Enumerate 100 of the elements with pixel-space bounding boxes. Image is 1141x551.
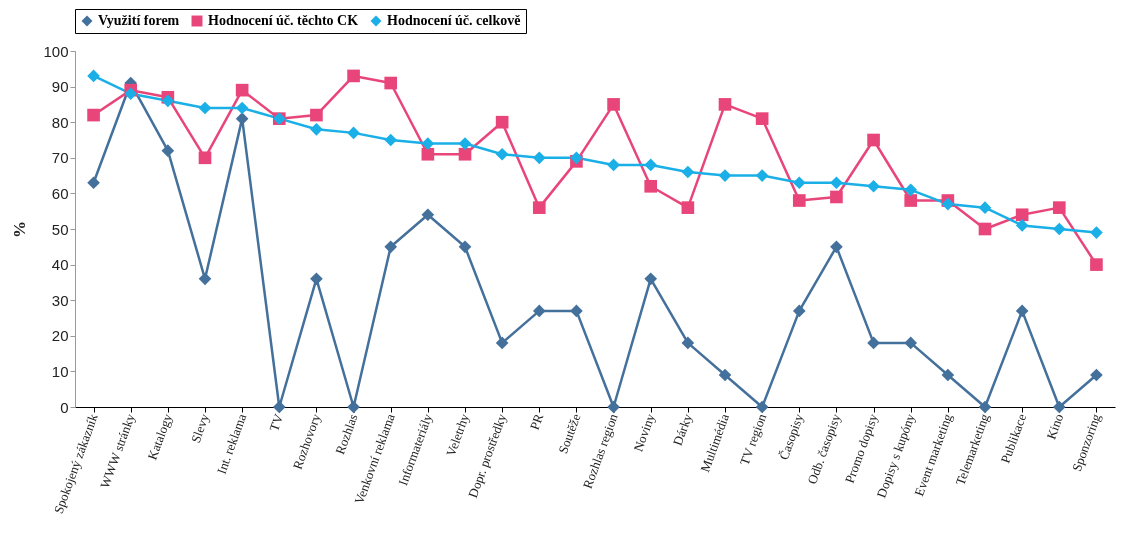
point [310,272,323,286]
legend-label: Využití forem [98,13,180,28]
y-tick-label: 80 [51,113,69,131]
point [458,147,472,161]
point [904,336,918,350]
x-tick-label: Int. reklama [213,411,250,476]
point [681,336,695,350]
point [1015,219,1029,232]
point [607,400,620,414]
point [792,304,806,318]
point [978,222,992,236]
point [421,208,435,222]
point [458,137,472,150]
point [161,144,175,158]
point [681,165,695,179]
point [495,115,509,129]
point [198,151,212,165]
point [1015,208,1029,222]
point [941,368,955,382]
point [1090,258,1103,271]
point [347,69,360,83]
point [310,122,323,136]
point [644,179,658,193]
point [792,194,806,207]
y-tick-label: 0 [60,398,69,416]
point [384,76,398,90]
point [978,201,992,214]
y-tick-label: 60 [51,184,69,202]
y-axis-title: % [10,221,30,238]
point [718,169,732,182]
point [532,201,546,214]
y-tick-label: 30 [51,291,69,309]
point [161,94,175,108]
y-tick-label: 50 [51,220,69,238]
point [792,176,806,190]
point [1015,304,1029,318]
point [755,169,769,182]
point [830,240,843,254]
point [347,126,360,140]
point [867,179,880,193]
x-tick-label: Promo dopisy [841,411,881,486]
point [644,158,658,172]
point [198,101,212,115]
x-tick-label: PR [526,411,547,432]
point [1090,226,1103,239]
point [607,158,620,172]
point [867,336,880,350]
point [1052,201,1066,214]
point [495,147,509,161]
point [124,87,138,101]
y-tick-label: 90 [51,78,69,96]
point [458,240,472,254]
point [87,108,100,122]
legend-label: Hodnocení úč. těchto CK [208,13,359,28]
point [384,133,398,147]
x-tick-label: Noviny [630,411,658,454]
x-tick-label: TV region [736,411,770,468]
point [830,190,843,204]
point [644,272,658,286]
x-tick-label: Rozhlas [332,411,361,457]
point [718,98,732,111]
point [310,108,323,122]
y-tick-label: 40 [51,256,69,274]
y-tick-label: 20 [51,327,69,345]
y-tick-label: 10 [51,362,69,380]
point [718,368,732,382]
point [681,201,695,214]
point [87,69,100,83]
point [235,83,249,97]
point [532,304,546,318]
point [198,272,212,286]
point [347,400,360,414]
point [421,137,435,150]
point [384,240,398,254]
point [1052,222,1066,236]
point [867,133,880,147]
point [532,151,546,165]
point [755,112,769,125]
point [830,176,843,190]
point [607,98,620,111]
point [570,151,583,165]
point [421,147,435,161]
point [87,176,100,190]
y-tick-label: 100 [43,42,69,60]
point [272,400,286,414]
point [978,400,992,414]
point [755,400,769,414]
x-tick-label: Dárky [669,411,696,448]
point [235,101,249,115]
point [904,183,918,197]
x-tick-label: Slevy [187,411,213,445]
legend-label: Hodnocení úč. celkově [387,13,521,28]
x-tick-label: TV [266,411,287,434]
x-tick-label: Kino [1043,411,1067,442]
point [1052,400,1066,414]
point [904,194,918,207]
point [1090,368,1103,382]
point [235,112,249,125]
point [495,336,509,350]
point [941,197,955,211]
